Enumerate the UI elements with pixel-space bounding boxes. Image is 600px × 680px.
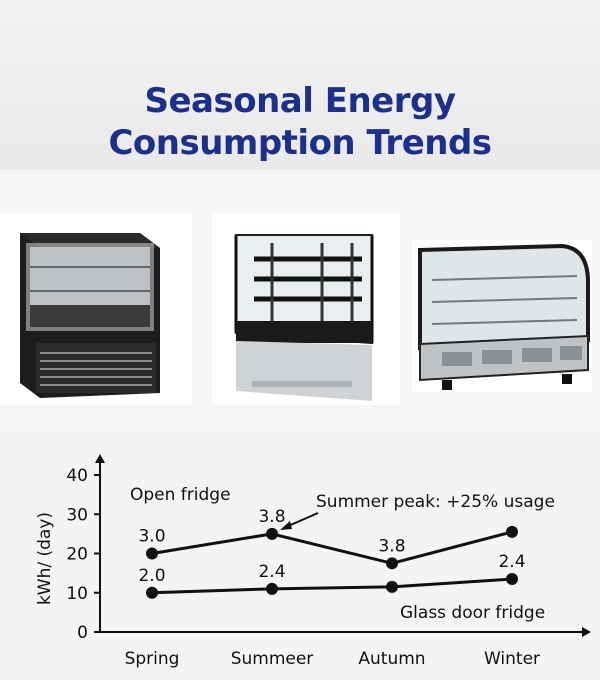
data-label: 3.8 <box>258 507 285 527</box>
countertop-fridge-photo <box>412 240 592 392</box>
x-tick-label: Winter <box>484 649 540 669</box>
x-tick-label: Spring <box>125 649 180 669</box>
data-label: 3.0 <box>138 527 165 547</box>
line-chart-svg: 0 10 20 30 40 kWh/ (day) Spring Summeer Autumn Wi… <box>35 454 591 669</box>
data-point <box>146 586 158 599</box>
y-tick-label: 0 <box>77 623 88 643</box>
display-fridge-photo <box>212 213 400 405</box>
data-point <box>386 557 398 570</box>
y-tick-label: 40 <box>66 466 88 486</box>
y-tick-label: 30 <box>66 505 88 525</box>
title-line-2: Consumption Trends <box>108 123 492 163</box>
data-label: 2.0 <box>138 566 165 586</box>
header-band <box>0 0 600 170</box>
y-tick-label: 20 <box>66 545 88 565</box>
series-line <box>151 577 513 595</box>
data-point <box>386 580 398 593</box>
line-chart: 0 10 20 30 40 kWh/ (day) Spring Summeer Autumn Wi… <box>0 425 600 680</box>
data-point <box>506 573 518 586</box>
annotation-summer-peak: Summer peak: +25% usage <box>316 492 555 512</box>
annotation-arrow-head <box>280 521 292 530</box>
y-axis-label: kWh/ (day) <box>35 512 55 605</box>
data-point <box>266 582 278 595</box>
series-line <box>151 530 513 565</box>
y-axis-arrow <box>95 454 105 463</box>
data-label: 2.4 <box>498 552 525 572</box>
open-fridge-photo <box>0 213 192 405</box>
x-axis-arrow <box>582 627 591 637</box>
data-point <box>266 527 278 540</box>
x-tick-label: Autumn <box>358 649 425 669</box>
series-label-glass-door-fridge: Glass door fridge <box>400 603 545 623</box>
data-point <box>506 525 518 538</box>
data-label: 3.8 <box>378 536 405 556</box>
annotation-arrow-line <box>285 512 319 528</box>
series-label-open-fridge: Open fridge <box>130 485 231 505</box>
title-line-1: Seasonal Energy <box>144 81 456 121</box>
page-title: Seasonal Energy Consumption Trends <box>0 80 600 164</box>
x-tick-label: Summeer <box>231 649 314 669</box>
data-label: 2.4 <box>258 562 285 582</box>
data-point <box>146 547 158 560</box>
y-tick-label: 10 <box>66 584 88 604</box>
